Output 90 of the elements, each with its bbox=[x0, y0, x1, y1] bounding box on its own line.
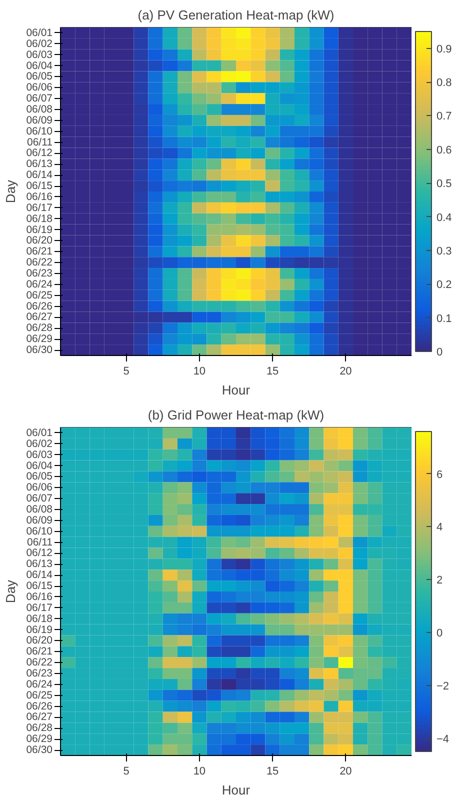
x-axis-title: Hour bbox=[222, 382, 251, 398]
y-tick-label: 06/06 bbox=[26, 82, 53, 94]
y-tick-label: 06/28 bbox=[26, 322, 53, 334]
y-tick-label: 06/19 bbox=[26, 224, 53, 236]
y-tick-label: 06/05 bbox=[26, 470, 53, 483]
y-tick-label: 06/20 bbox=[26, 634, 53, 647]
y-tick-label: 06/30 bbox=[26, 744, 53, 756]
y-tick-label: 06/17 bbox=[26, 602, 53, 614]
y-tick-label: 06/22 bbox=[26, 256, 53, 269]
y-tick-label: 06/29 bbox=[26, 733, 53, 746]
y-axis-title: Day bbox=[3, 179, 18, 204]
color-bar-label: 0.2 bbox=[436, 279, 452, 292]
x-tick-label: 20 bbox=[340, 766, 352, 778]
x-tick-label: 5 bbox=[123, 366, 130, 378]
y-tick-label: 06/27 bbox=[26, 711, 53, 724]
color-bar-label: 0.7 bbox=[436, 110, 452, 123]
y-tick-label: 06/23 bbox=[26, 668, 53, 680]
y-tick-label: 06/02 bbox=[26, 438, 53, 450]
y-tick-label: 06/26 bbox=[26, 700, 53, 712]
y-tick-label: 06/21 bbox=[26, 646, 53, 658]
color-bar-label: 4 bbox=[436, 522, 443, 534]
y-tick-label: 06/20 bbox=[26, 234, 53, 247]
y-tick-label: 06/11 bbox=[27, 536, 53, 548]
x-tick-label: 10 bbox=[193, 766, 206, 778]
y-tick-label: 06/16 bbox=[26, 590, 53, 603]
color-bar-label: 0.6 bbox=[436, 144, 452, 156]
y-tick-label: 06/30 bbox=[26, 344, 53, 356]
y-tick-label: 06/14 bbox=[26, 169, 53, 182]
y-axis-title: Day bbox=[3, 579, 18, 604]
chart-title: (b) Grid Power Heat-map (kW) bbox=[148, 408, 324, 422]
y-tick-label: 06/09 bbox=[26, 114, 53, 126]
color-bar-label: 2 bbox=[436, 574, 443, 587]
y-tick-label: 06/03 bbox=[26, 448, 53, 461]
color-bar-label: −2 bbox=[436, 680, 450, 692]
y-tick-label: 06/12 bbox=[26, 547, 53, 560]
x-tick-label: 15 bbox=[266, 766, 279, 778]
y-tick-label: 06/09 bbox=[26, 514, 53, 526]
y-tick-label: 06/16 bbox=[26, 190, 53, 203]
y-tick-label: 06/13 bbox=[26, 558, 53, 570]
y-tick-label: 06/01 bbox=[26, 26, 53, 39]
y-tick-label: 06/07 bbox=[26, 492, 53, 505]
y-tick-label: 06/24 bbox=[26, 278, 53, 290]
color-bar-label: 0.4 bbox=[436, 212, 452, 224]
y-tick-label: 06/07 bbox=[26, 92, 53, 105]
y-tick-label: 06/08 bbox=[26, 104, 53, 116]
y-tick-label: 06/05 bbox=[26, 70, 53, 83]
y-tick-label: 06/03 bbox=[26, 48, 53, 61]
color-bar-label: 0 bbox=[436, 346, 443, 358]
y-tick-label: 06/15 bbox=[26, 180, 53, 192]
color-bar-label: 0.5 bbox=[436, 178, 452, 190]
y-tick-label: 06/26 bbox=[26, 300, 53, 312]
y-tick-label: 06/12 bbox=[26, 147, 53, 160]
y-tick-label: 06/10 bbox=[26, 525, 53, 538]
y-tick-label: 06/25 bbox=[26, 289, 53, 302]
y-tick-label: 06/17 bbox=[26, 202, 53, 214]
color-bar-label: 0 bbox=[436, 627, 443, 640]
y-tick-label: 06/10 bbox=[26, 125, 53, 138]
color-bar-label: −4 bbox=[436, 733, 450, 746]
y-tick-label: 06/01 bbox=[26, 426, 53, 439]
y-tick-label: 06/29 bbox=[26, 333, 53, 346]
x-tick-label: 10 bbox=[193, 366, 206, 378]
x-tick-label: 5 bbox=[123, 766, 130, 778]
y-tick-label: 06/23 bbox=[26, 268, 53, 280]
x-tick-label: 20 bbox=[340, 366, 352, 378]
y-tick-label: 06/04 bbox=[26, 460, 53, 472]
y-tick-label: 06/22 bbox=[26, 656, 53, 669]
y-tick-label: 06/27 bbox=[26, 311, 53, 324]
y-tick-label: 06/18 bbox=[26, 612, 53, 625]
color-bar-label: 0.9 bbox=[436, 43, 452, 56]
y-tick-label: 06/13 bbox=[26, 158, 53, 170]
y-tick-label: 06/25 bbox=[26, 689, 53, 702]
x-tick-label: 15 bbox=[266, 366, 279, 378]
y-tick-label: 06/06 bbox=[26, 482, 53, 494]
y-tick-label: 06/04 bbox=[26, 60, 53, 72]
y-tick-label: 06/08 bbox=[26, 504, 53, 516]
color-bar-label: 0.1 bbox=[436, 312, 452, 325]
y-tick-label: 06/21 bbox=[26, 246, 53, 258]
y-tick-label: 06/02 bbox=[26, 38, 53, 50]
y-tick-label: 06/15 bbox=[26, 580, 53, 592]
y-tick-label: 06/11 bbox=[27, 136, 53, 148]
y-tick-label: 06/14 bbox=[26, 569, 53, 582]
color-bar-label: 0.8 bbox=[436, 77, 452, 90]
chart-title: (a) PV Generation Heat-map (kW) bbox=[138, 8, 334, 22]
color-bar-label: 0.3 bbox=[436, 245, 452, 258]
y-tick-label: 06/18 bbox=[26, 212, 53, 225]
y-tick-label: 06/19 bbox=[26, 624, 53, 636]
y-tick-label: 06/24 bbox=[26, 678, 53, 690]
color-bar-label: 6 bbox=[436, 468, 443, 481]
x-axis-title: Hour bbox=[222, 782, 251, 798]
y-tick-label: 06/28 bbox=[26, 722, 53, 734]
